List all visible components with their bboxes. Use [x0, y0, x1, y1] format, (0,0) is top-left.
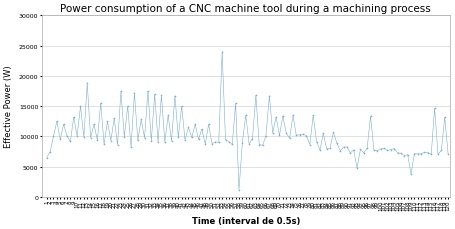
Y-axis label: Effective Power (W): Effective Power (W): [4, 65, 13, 148]
X-axis label: Time (interval de 0.5s): Time (interval de 0.5s): [192, 216, 300, 225]
Title: Power consumption of a CNC machine tool during a machining process: Power consumption of a CNC machine tool …: [61, 4, 431, 14]
